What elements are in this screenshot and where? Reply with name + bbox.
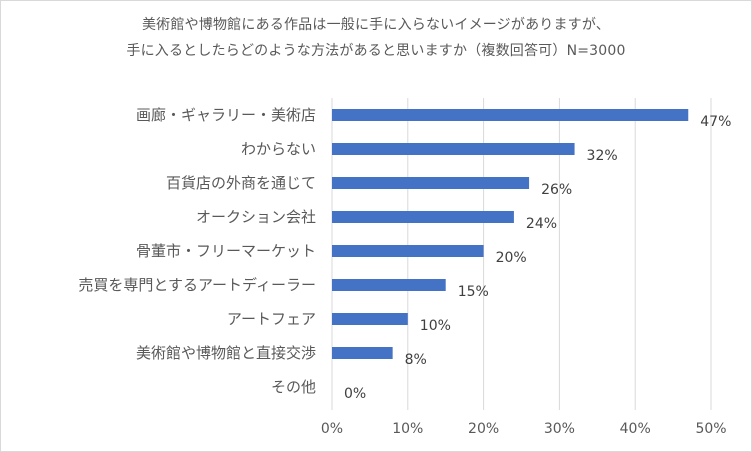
- chart-title-line-1: 美術館や博物館にある作品は一般に手に入らないイメージがありますが、: [141, 17, 611, 33]
- chart-title-line-2: 手に入るとしたらどのような方法があると思いますか（複数回答可）N=3000: [126, 43, 626, 59]
- data-label: 26%: [541, 182, 572, 198]
- category-label: その他: [271, 378, 316, 396]
- category-label: オークション会社: [196, 208, 316, 226]
- bar: [332, 109, 689, 121]
- category-label: 美術館や博物館と直接交渉: [136, 344, 316, 362]
- data-label: 20%: [496, 250, 527, 266]
- data-label: 32%: [587, 148, 618, 164]
- category-label: 画廊・ギャラリー・美術店: [136, 106, 316, 124]
- x-tick-label: 40%: [620, 421, 651, 437]
- bar: [332, 347, 393, 359]
- x-tick-label: 0%: [321, 421, 343, 437]
- category-label: 百貨店の外商を通じて: [166, 174, 316, 192]
- category-label: 売買を専門とするアートディーラー: [78, 276, 316, 294]
- x-tick-label: 10%: [392, 421, 423, 437]
- chart-title: 美術館や博物館にある作品は一般に手に入らないイメージがありますが、 手に入るとし…: [0, 12, 752, 64]
- x-tick-label: 30%: [544, 421, 575, 437]
- x-tick-label: 20%: [468, 421, 499, 437]
- data-label: 47%: [700, 114, 731, 130]
- data-label: 8%: [405, 352, 427, 368]
- category-label: アートフェア: [227, 310, 316, 328]
- category-label: 骨董市・フリーマーケット: [136, 242, 316, 260]
- data-label: 24%: [526, 216, 557, 232]
- bar: [332, 245, 484, 257]
- x-tick-label: 50%: [695, 421, 726, 437]
- bar: [332, 211, 514, 223]
- data-label: 0%: [344, 386, 366, 402]
- bar: [332, 279, 446, 291]
- data-label: 15%: [458, 284, 489, 300]
- data-label: 10%: [420, 318, 451, 334]
- bar: [332, 313, 408, 325]
- bar: [332, 177, 530, 189]
- bar: [332, 143, 575, 155]
- category-label: わからない: [241, 140, 316, 158]
